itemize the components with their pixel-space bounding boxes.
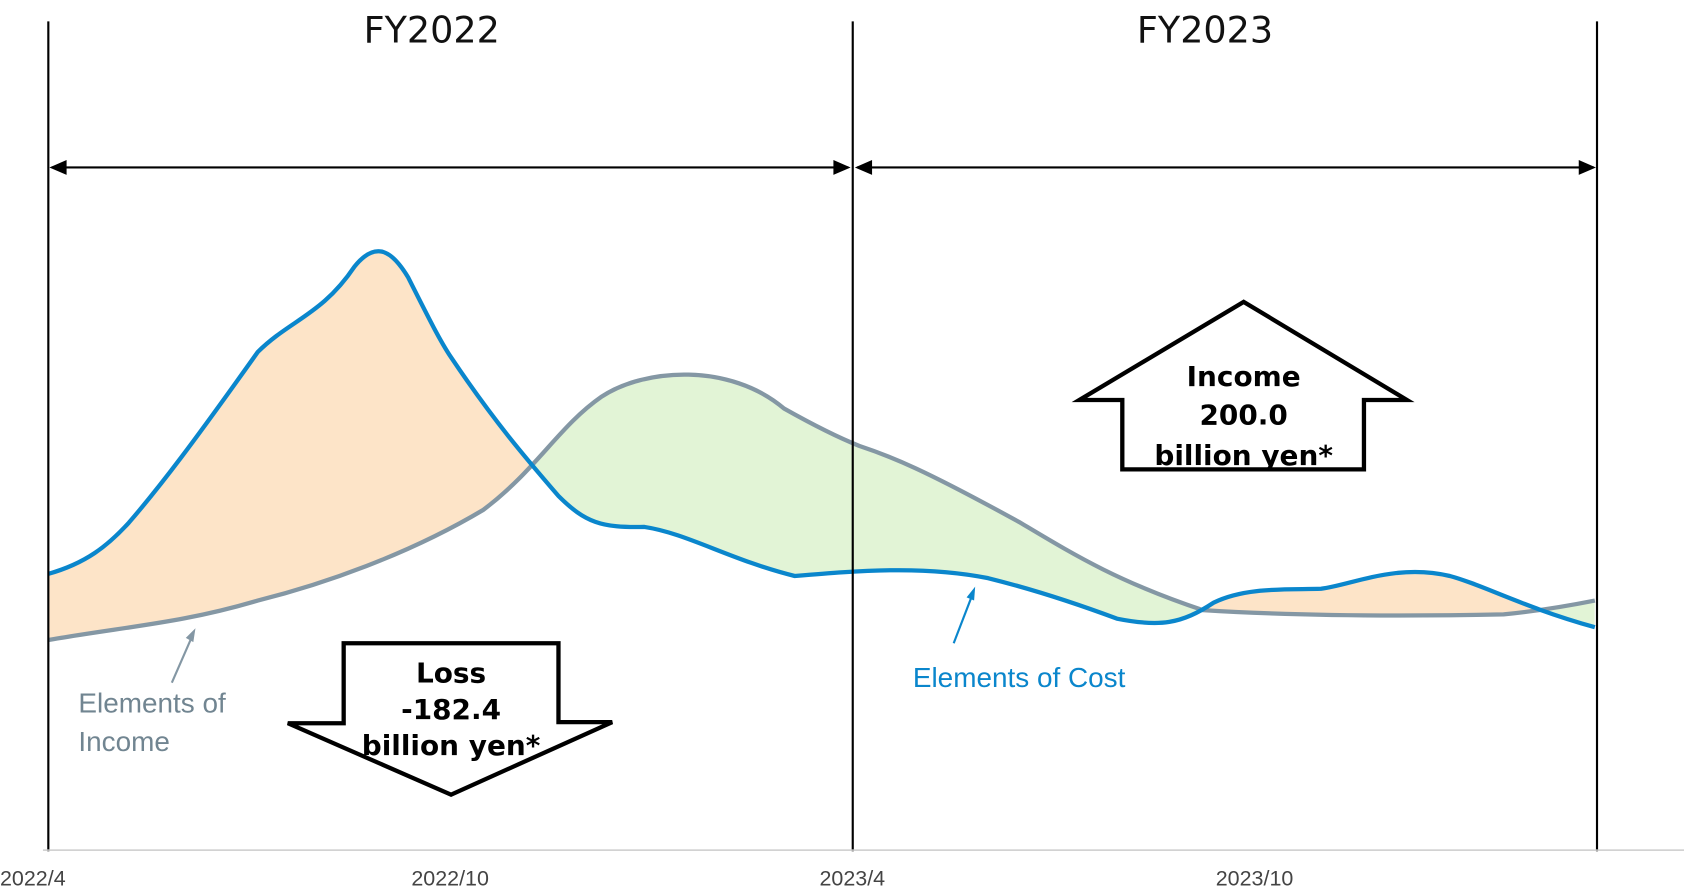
dividers	[47, 21, 1599, 852]
pointer-head	[185, 628, 196, 643]
x-label: 2022/4	[0, 866, 66, 890]
callout-text: Loss	[416, 657, 486, 690]
x-label: 2023/4	[819, 866, 885, 890]
x-label: 2022/10	[411, 866, 489, 890]
callout-text: billion yen*	[362, 729, 541, 762]
callout-text: Income	[1187, 360, 1301, 393]
callout-text: 200.0	[1200, 399, 1288, 432]
callout-text: -182.4	[401, 693, 501, 726]
pointer-head	[966, 586, 976, 601]
loss-arrow	[286, 641, 614, 798]
curve-label: Elements of Cost	[913, 662, 1126, 693]
callout-text: billion yen*	[1154, 439, 1333, 472]
arrowheads	[49, 160, 1596, 175]
income-curve	[47, 372, 1596, 643]
period-label: FY2022	[364, 9, 500, 52]
cost-curve	[47, 249, 1596, 630]
curve-label: Elements of	[78, 688, 226, 719]
period-label: FY2023	[1137, 9, 1273, 52]
curve-label: Income	[78, 726, 170, 757]
pointer	[952, 592, 975, 644]
pointer	[170, 633, 195, 684]
x-label: 2023/10	[1216, 866, 1294, 890]
income-arrow	[1071, 299, 1415, 472]
loss-area	[48, 251, 1595, 640]
